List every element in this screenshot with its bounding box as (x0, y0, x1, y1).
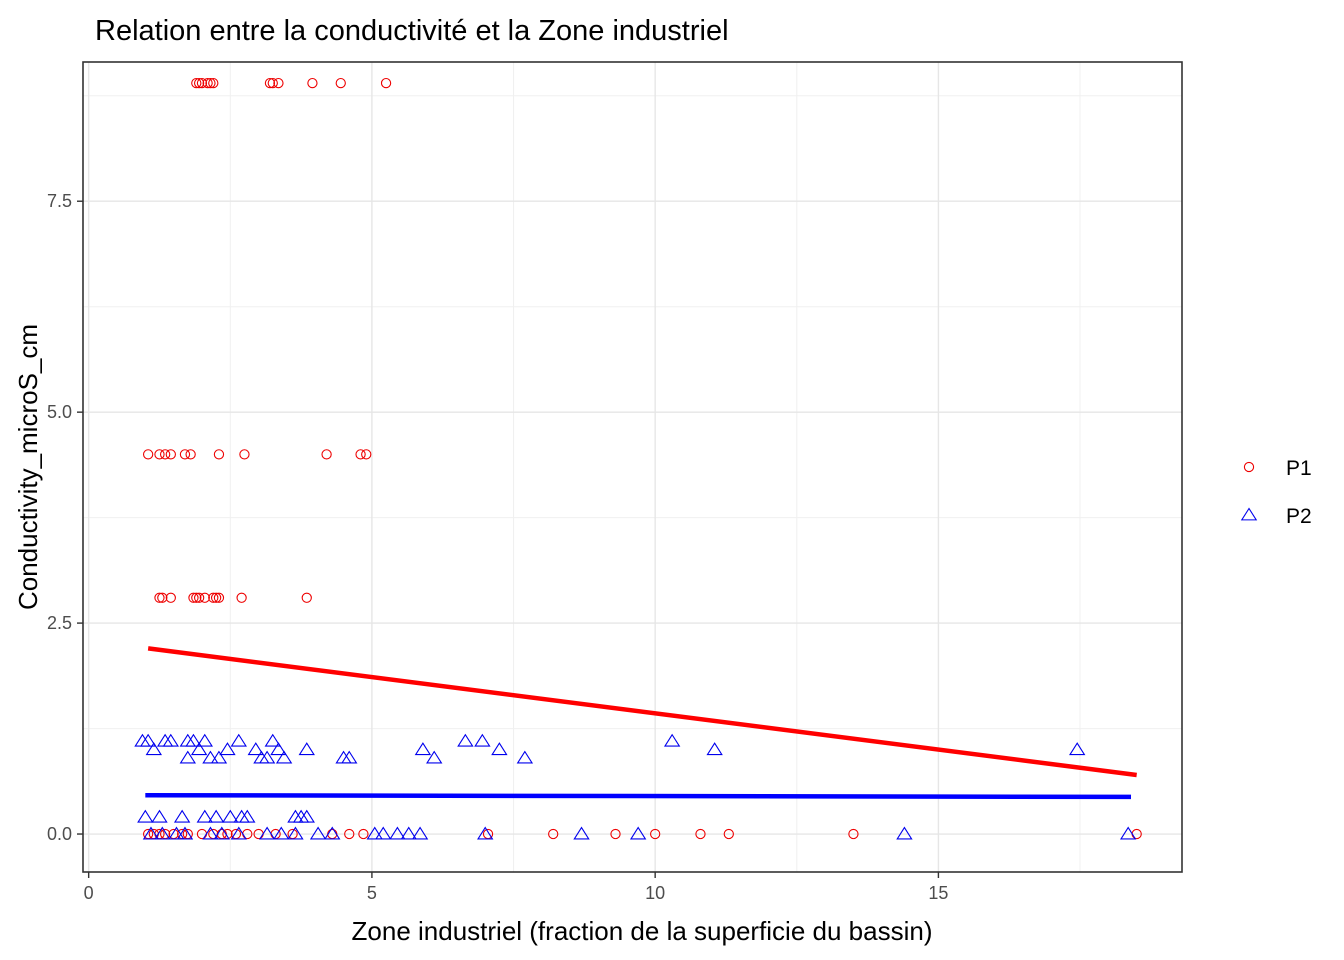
p1-point (336, 78, 345, 87)
p2-fit-line (145, 795, 1131, 797)
p2-point (1070, 743, 1084, 754)
y-tick-label: 0.0 (47, 824, 72, 844)
p2-point (300, 743, 314, 754)
x-tick-label: 10 (645, 883, 665, 903)
p2-point (492, 743, 506, 754)
fit-lines (145, 648, 1136, 797)
legend: P1 P2 (1242, 457, 1312, 528)
x-axis-label: Zone industriel (fraction de la superfic… (352, 916, 933, 946)
p1-point (166, 593, 175, 602)
p1-point (381, 78, 390, 87)
p1-point (155, 450, 164, 459)
minor-gridlines (83, 62, 1182, 872)
y-axis-ticks: 0.0 2.5 5.0 7.5 (47, 191, 83, 844)
y-tick-label: 5.0 (47, 402, 72, 422)
major-gridlines (83, 62, 1182, 872)
p1-point (362, 450, 371, 459)
p1-point (180, 450, 189, 459)
p2-point (175, 811, 189, 822)
legend-key-p2 (1242, 509, 1256, 520)
p2-point (277, 752, 291, 763)
p1-point (237, 593, 246, 602)
p2-point (518, 752, 532, 763)
p2-point (416, 743, 430, 754)
p2-point (897, 828, 911, 839)
p2-point (138, 811, 152, 822)
p1-point (186, 450, 195, 459)
p1-point (322, 450, 331, 459)
p1-point (274, 78, 283, 87)
p1-point (356, 450, 365, 459)
legend-key-p1 (1244, 462, 1253, 471)
p1-fit-line (148, 648, 1137, 775)
p1-point (161, 450, 170, 459)
series-p2 (135, 735, 1135, 839)
x-axis-ticks: 0 5 10 15 (84, 872, 949, 903)
x-tick-label: 0 (84, 883, 94, 903)
p2-point (152, 811, 166, 822)
p2-point (574, 828, 588, 839)
series-p1 (144, 78, 1142, 838)
p2-point (458, 735, 472, 746)
p1-point (144, 450, 153, 459)
p1-point (240, 450, 249, 459)
p1-point (308, 78, 317, 87)
legend-label-p2: P2 (1286, 505, 1312, 528)
legend-label-p1: P1 (1286, 457, 1312, 480)
p1-point (214, 450, 223, 459)
panel-border (83, 62, 1182, 872)
p2-point (311, 828, 325, 839)
p1-point (200, 593, 209, 602)
p2-point (665, 735, 679, 746)
p2-point (475, 735, 489, 746)
p1-point (302, 593, 311, 602)
chart-title: Relation entre la conductivité et la Zon… (95, 15, 729, 47)
y-tick-label: 2.5 (47, 613, 72, 633)
p2-point (631, 828, 645, 839)
p2-point (707, 743, 721, 754)
y-tick-label: 7.5 (47, 191, 72, 211)
data-points (135, 78, 1141, 838)
p1-point (166, 450, 175, 459)
x-tick-label: 15 (928, 883, 948, 903)
x-tick-label: 5 (367, 883, 377, 903)
p2-point (232, 735, 246, 746)
y-axis-label: Conductivity_microS_cm (13, 324, 43, 610)
